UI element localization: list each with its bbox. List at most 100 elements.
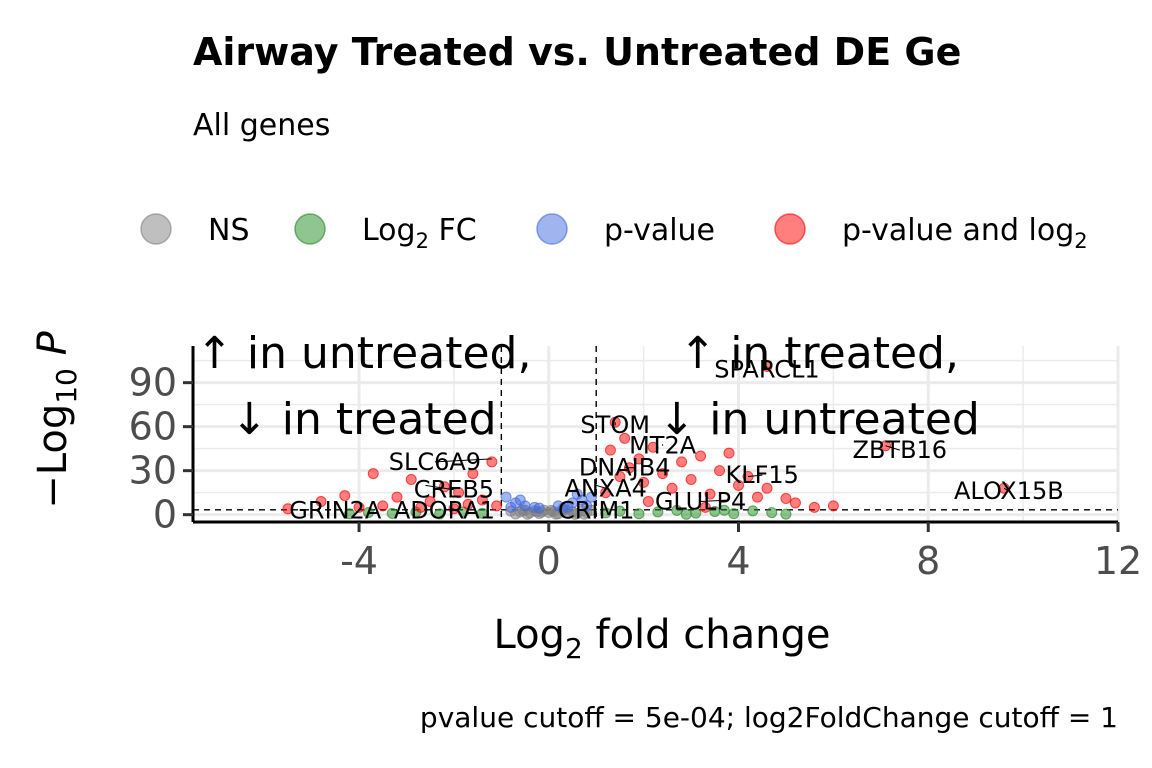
data-point: [780, 493, 792, 505]
data-point: [476, 507, 488, 519]
gene-connector: [596, 484, 606, 489]
data-point: [282, 503, 294, 515]
annotation-text: ↑ in untreated,: [196, 328, 531, 379]
x-tick-label: -4: [340, 539, 378, 583]
gene-connector: [747, 474, 763, 478]
x-tick-label: 4: [726, 539, 750, 583]
data-point: [766, 507, 778, 519]
data-point: [377, 500, 389, 512]
gene-connector: [700, 499, 730, 502]
data-point: [514, 494, 526, 506]
gene-label: CRIM1: [558, 496, 635, 524]
data-point: [652, 506, 664, 518]
y-tick-label: 0: [153, 493, 177, 537]
legend-item: Log2 FC: [294, 213, 477, 253]
legend-item: NS: [140, 213, 249, 248]
legend-key: [294, 213, 326, 245]
data-point: [571, 488, 583, 500]
data-point: [728, 508, 740, 520]
data-point: [761, 482, 773, 494]
gene-connector: [425, 484, 454, 491]
data-point: [633, 453, 645, 465]
data-point: [614, 505, 626, 517]
data-point: [405, 473, 417, 485]
annotation-text: ↑ in treated,: [679, 328, 959, 379]
y-axis-title: −Log10 P: [30, 330, 83, 508]
data-point: [462, 498, 474, 510]
data-point: [647, 441, 659, 453]
y-tick-label: 30: [129, 449, 177, 493]
legend-key: [536, 213, 568, 245]
x-tick-label: 8: [916, 539, 940, 583]
data-point: [363, 506, 375, 518]
legend-key: [774, 213, 806, 245]
data-point: [751, 491, 763, 503]
gene-label: ADORA1: [394, 496, 495, 524]
gene-label: ZBTB16: [853, 436, 948, 464]
gene-connector: [1003, 487, 1010, 492]
gene-label: ALOX15B: [954, 477, 1064, 505]
data-point: [638, 476, 650, 488]
data-point: [657, 468, 669, 480]
legend-label: NS: [208, 213, 249, 248]
gene-label: SPARCL1: [714, 355, 819, 383]
legend-key: [140, 213, 172, 245]
data-point: [600, 507, 612, 519]
data-point: [467, 468, 479, 480]
data-point: [600, 487, 612, 499]
gene-label: GLULP4: [655, 487, 746, 515]
data-point: [604, 444, 616, 456]
legend-item: p-value and log2: [774, 213, 1088, 253]
x-tick-label: 12: [1094, 539, 1142, 583]
gene-label: KLF15: [726, 461, 799, 489]
data-point: [339, 490, 351, 502]
y-tick-label: 90: [129, 361, 177, 405]
gene-label: GRIN2A: [289, 496, 382, 524]
data-point: [780, 508, 792, 520]
data-point: [386, 507, 398, 519]
gene-connector: [885, 445, 900, 451]
gene-label: MT2A: [629, 432, 697, 460]
data-point: [353, 501, 365, 513]
legend-label: p-value and log2: [842, 213, 1088, 253]
data-point: [723, 447, 735, 459]
data-point: [695, 450, 707, 462]
gene-label: STOM: [580, 411, 650, 439]
chart-title: Airway Treated vs. Untreated DE Ge: [193, 30, 961, 74]
data-point: [438, 481, 450, 493]
data-point: [704, 488, 716, 500]
data-point: [827, 500, 839, 512]
grid: [193, 346, 1120, 522]
data-point: [676, 456, 688, 468]
y-tick-label: 60: [129, 405, 177, 449]
data-point: [789, 497, 801, 509]
data-point: [671, 504, 683, 516]
data-point: [680, 508, 692, 520]
annotation-text: ↓ in untreated: [658, 394, 979, 445]
data-point: [685, 473, 697, 485]
data-point: [642, 495, 654, 507]
data-point: [391, 491, 403, 503]
data-point: [718, 504, 730, 516]
data-point: [415, 501, 427, 513]
data-point: [581, 500, 593, 512]
x-tick-label: 0: [537, 539, 561, 583]
data-point: [367, 468, 379, 480]
annotations: ↑ in untreated, ↓ in treated ↑ in treated,…: [196, 328, 980, 445]
data-point: [434, 508, 446, 520]
data-point: [557, 503, 569, 515]
gene-label: ANXA4: [564, 474, 647, 502]
data-point: [500, 491, 512, 503]
chart-caption: pvalue cutoff = 5e-04; log2FoldChange cu…: [420, 701, 1118, 734]
chart-subtitle: All genes: [193, 108, 330, 143]
data-point: [714, 465, 726, 477]
legend: NS Log2 FC p-value p-value and log2: [140, 213, 1088, 253]
data-point: [344, 508, 356, 520]
data-point: [533, 502, 545, 514]
gene-connector: [444, 508, 454, 511]
data-point: [733, 479, 745, 491]
data-point: [747, 505, 759, 517]
data-point: [699, 501, 711, 513]
